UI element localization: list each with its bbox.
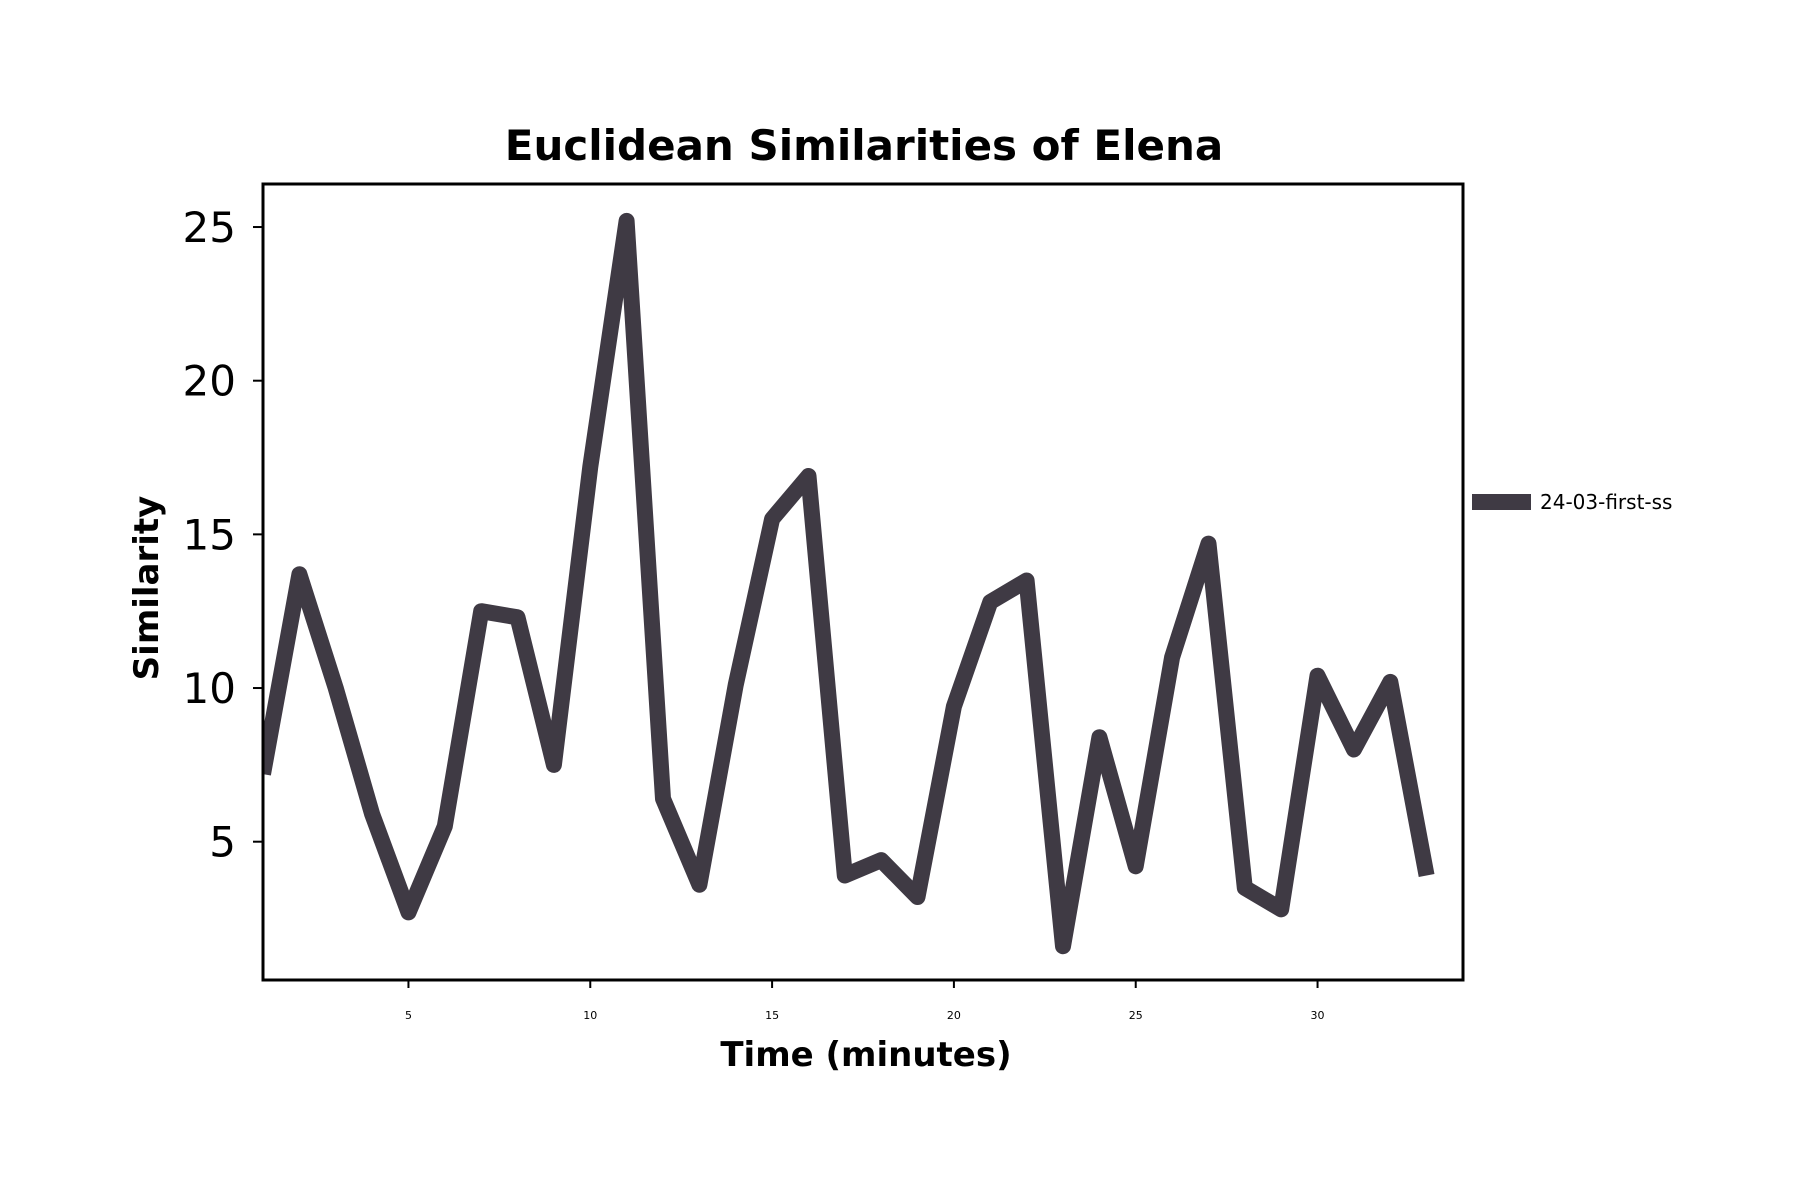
x-axis: 5 10 15 20 25 30 [405,980,1325,1022]
y-tick-label-10: 10 [183,664,236,713]
y-tick-label-25: 25 [183,203,236,252]
x-tick-label-15: 15 [765,1009,779,1022]
plot-frame [261,182,1465,982]
x-tick-label-5: 5 [405,1009,412,1022]
legend-label: 24-03-first-ss [1540,490,1672,514]
y-axis-label: Similarity [127,496,167,681]
x-tick-label-30: 30 [1311,1009,1325,1022]
chart-title: Euclidean Similarities of Elena [505,121,1224,170]
x-tick-label-25: 25 [1129,1009,1143,1022]
x-axis-label: Time (minutes) [720,1035,1011,1075]
x-tick-label-10: 10 [583,1009,597,1022]
series-line-0 [263,212,1435,955]
y-axis: 5 10 15 20 25 [183,203,263,867]
legend: 24-03-first-ss [1472,490,1672,514]
x-tick-label-20: 20 [947,1009,961,1022]
y-tick-label-15: 15 [183,510,236,559]
y-tick-label-20: 20 [183,357,236,406]
plot-area [263,212,1435,955]
y-tick-label-5: 5 [209,818,236,867]
